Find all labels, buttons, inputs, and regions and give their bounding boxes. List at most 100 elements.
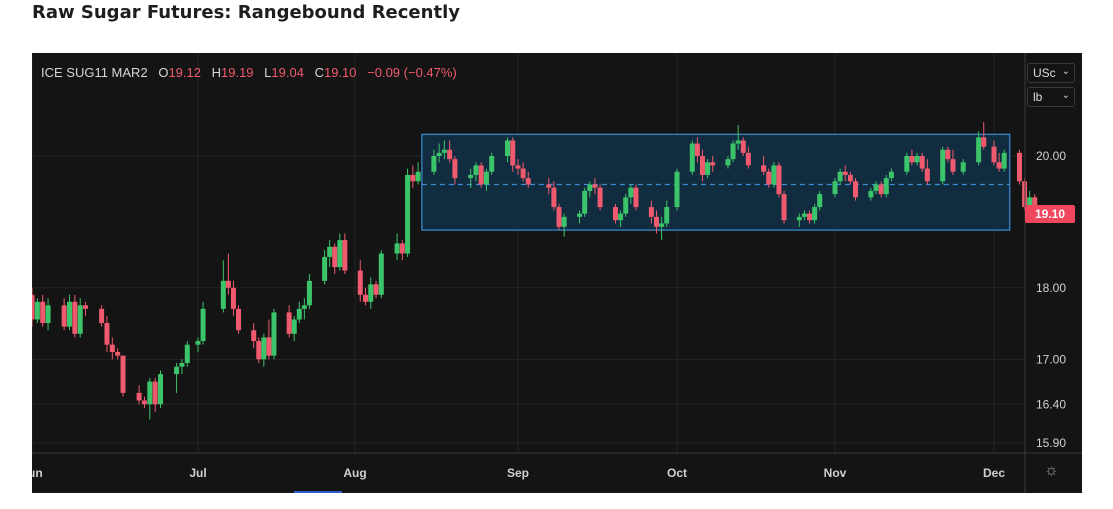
settings-gear-icon[interactable]: ☼	[1044, 462, 1059, 479]
candle-body	[332, 246, 338, 268]
candle-body	[489, 156, 495, 172]
candle-body	[1016, 152, 1022, 182]
candle-body	[32, 294, 35, 320]
candle-body	[847, 174, 853, 182]
currency-select[interactable]: USc ⌄	[1027, 63, 1075, 83]
candle-body	[394, 243, 400, 254]
candle-body	[904, 156, 910, 172]
candle-body	[306, 280, 312, 306]
chevron-down-icon: ⌄	[1061, 66, 1070, 77]
candle-body	[510, 140, 516, 166]
candle-body	[699, 156, 705, 175]
candle-body	[781, 194, 787, 221]
candle-body	[405, 174, 411, 254]
candle-body	[618, 213, 624, 221]
candle-body	[266, 337, 272, 356]
candle-body	[561, 216, 567, 227]
candle-body	[61, 305, 67, 327]
candle-body	[504, 140, 510, 156]
axes: 20.00 18.00 17.00 16.40 15.90 Jun Jul Aug Sep Oct…	[32, 53, 1082, 493]
symbol-label: ICE SUG11 MAR2	[41, 65, 148, 80]
candle-body	[520, 168, 526, 179]
candle-body	[710, 162, 716, 166]
candle-body	[817, 194, 823, 208]
candle-body	[452, 159, 458, 179]
candle-body	[1001, 152, 1007, 169]
candle-body	[179, 362, 185, 367]
candle-body	[337, 240, 343, 268]
candle-body	[812, 207, 818, 221]
page-title: Raw Sugar Futures: Rangebound Recently	[32, 2, 460, 23]
candle-body	[766, 171, 772, 185]
candle-body	[342, 240, 348, 271]
candle-body	[981, 137, 987, 147]
candle-body	[633, 187, 639, 208]
candle-body	[301, 305, 307, 309]
candle-body	[796, 216, 802, 221]
x-tick-label: Jun	[32, 466, 43, 480]
candle-body	[1027, 197, 1033, 208]
candle-body	[363, 294, 369, 302]
candle-body	[776, 165, 782, 195]
candle-body	[735, 140, 741, 144]
y-tick-label: 20.00	[1036, 149, 1066, 163]
candle-body	[745, 152, 751, 166]
candle-body	[587, 184, 593, 191]
currency-value: USc	[1033, 66, 1056, 80]
candle-body	[45, 305, 51, 324]
candle-body	[730, 143, 736, 160]
candle-body	[104, 323, 110, 345]
range-rectangle	[421, 133, 1011, 231]
candle-body	[551, 187, 557, 208]
candle-body	[174, 366, 180, 375]
open-value: 19.12	[168, 65, 201, 80]
candle-body	[410, 174, 416, 182]
y-tick-label: 17.00	[1036, 352, 1066, 366]
scroll-indicator	[294, 491, 342, 493]
candle-body	[761, 165, 767, 172]
x-tick-label: Aug	[343, 466, 366, 480]
x-tick-label: Nov	[824, 466, 847, 480]
y-tick-label: 15.90	[1036, 436, 1066, 450]
candle-body	[77, 305, 83, 334]
candle-body	[184, 344, 190, 363]
candle-body	[853, 181, 859, 198]
candle-body	[483, 171, 489, 185]
candlestick-chart[interactable]: 20.00 18.00 17.00 16.40 15.90 Jun Jul Aug Sep Oct…	[32, 53, 1082, 493]
candle-body	[436, 152, 442, 156]
candle-body	[842, 171, 848, 175]
candle-body	[109, 344, 115, 352]
candle-body	[837, 171, 843, 182]
candle-body	[653, 216, 659, 227]
candle-body	[195, 341, 201, 345]
close-label: C	[314, 65, 324, 80]
candle-body	[888, 171, 894, 179]
low-label: L	[264, 65, 272, 80]
candle-body	[991, 146, 997, 163]
candle-body	[220, 280, 226, 309]
x-tick-label: Jul	[189, 466, 206, 480]
candle-body	[807, 213, 813, 221]
grid-lines	[32, 53, 1025, 453]
candle-body	[976, 137, 982, 163]
candle-body	[373, 284, 379, 295]
candle-body	[251, 330, 257, 342]
ohlc-legend: ICE SUG11 MAR2 O19.12 H19.19 L19.04 C19.…	[41, 65, 457, 80]
candle-body	[378, 253, 384, 295]
candle-body	[99, 308, 105, 324]
candle-body	[72, 301, 78, 334]
candle-body	[141, 400, 147, 405]
candle-body	[158, 374, 164, 405]
candle-body	[883, 178, 889, 195]
unit-select[interactable]: lb ⌄	[1027, 87, 1075, 107]
high-value: 19.19	[221, 65, 254, 80]
change-value: −0.09 (−0.47%)	[367, 65, 457, 80]
candle-body	[945, 149, 951, 160]
candle-body	[1032, 197, 1038, 213]
candle-body	[473, 165, 479, 175]
candle-body	[628, 187, 634, 198]
candle-body	[399, 243, 405, 254]
candle-body	[66, 301, 72, 327]
chart-panel[interactable]: 20.00 18.00 17.00 16.40 15.90 Jun Jul Aug Sep Oct…	[32, 53, 1082, 493]
candle-body	[940, 149, 946, 182]
